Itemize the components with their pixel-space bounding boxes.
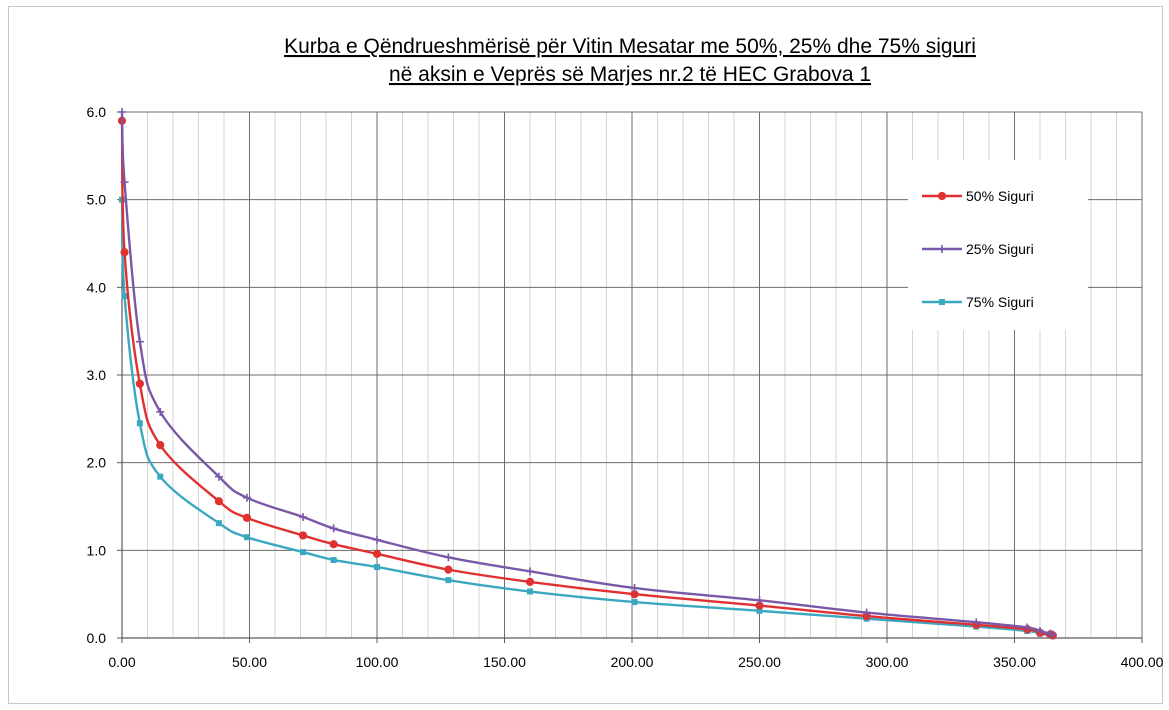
legend-marker <box>939 299 945 305</box>
x-tick-label: 200.00 <box>611 654 654 670</box>
series-25-siguri <box>118 108 1057 639</box>
y-tick-label: 5.0 <box>87 192 107 208</box>
data-point <box>374 563 380 570</box>
data-point <box>756 607 763 614</box>
data-point <box>214 497 223 506</box>
data-point <box>135 337 144 346</box>
data-point <box>242 493 251 502</box>
x-tick-label: 350.00 <box>993 654 1036 670</box>
legend-label: 75% Siguri <box>966 294 1034 310</box>
data-point <box>120 248 129 257</box>
data-point <box>120 178 129 187</box>
x-axis-tick-labels: 0.00 50.00 100.00 150.00 200.00 250.00 300.00 3… <box>108 654 1163 670</box>
major-gridlines <box>122 111 1143 638</box>
series-layer <box>117 108 1057 640</box>
data-point <box>444 565 453 574</box>
data-point <box>214 472 223 481</box>
chart-title-line-2: në aksin e Veprës së Marjes nr.2 të HEC … <box>389 63 871 86</box>
legend-item: 25% Siguri <box>922 241 1034 257</box>
y-axis-tick-labels: 0.0 1.0 2.0 3.0 4.0 5.0 6.0 <box>87 104 107 646</box>
x-tick-label: 150.00 <box>483 654 526 670</box>
data-point <box>215 520 222 527</box>
y-tick-label: 2.0 <box>87 455 107 471</box>
y-tick-label: 4.0 <box>87 279 107 295</box>
data-point <box>630 584 639 593</box>
legend-marker <box>937 191 947 201</box>
data-point <box>118 108 126 116</box>
data-point <box>329 524 338 533</box>
series-line <box>120 119 1054 637</box>
data-point <box>242 513 252 522</box>
legend-label: 25% Siguri <box>966 241 1034 257</box>
data-point <box>135 379 144 388</box>
data-point <box>373 535 381 544</box>
x-tick-label: 300.00 <box>866 654 909 670</box>
data-point <box>330 556 337 563</box>
legend: 50% Siguri 25% Siguri 75% Siguri <box>908 160 1088 330</box>
data-point <box>972 618 981 627</box>
data-point <box>526 567 534 576</box>
y-tick-label: 0.0 <box>87 630 107 646</box>
y-tick-label: 3.0 <box>87 367 107 383</box>
x-tick-label: 50.00 <box>232 654 267 670</box>
legend-label: 50% Siguri <box>966 188 1034 204</box>
data-point <box>445 577 452 584</box>
data-point <box>121 293 128 300</box>
data-point <box>525 577 535 586</box>
y-tick-label: 6.0 <box>87 104 107 120</box>
data-point <box>372 549 382 558</box>
data-point <box>862 608 871 617</box>
data-point <box>329 540 338 549</box>
data-point <box>243 534 250 541</box>
x-tick-label: 400.00 <box>1121 654 1164 670</box>
series-line <box>120 110 1054 636</box>
data-point <box>1036 626 1044 635</box>
legend-item: 50% Siguri <box>922 188 1034 204</box>
data-point <box>527 588 533 595</box>
data-point <box>755 596 764 605</box>
x-tick-label: 100.00 <box>356 654 399 670</box>
data-point <box>157 473 164 480</box>
data-point <box>299 513 308 522</box>
data-point <box>1048 630 1057 639</box>
data-point <box>1023 623 1032 632</box>
chart-title-line-1: Kurba e Qëndrueshmërisë për Vitin Mesata… <box>284 35 976 58</box>
data-point <box>156 407 165 416</box>
legend-marker <box>938 245 946 253</box>
data-point <box>300 549 307 556</box>
data-point <box>298 531 308 540</box>
x-tick-label: 0.00 <box>108 654 135 670</box>
series-line <box>120 198 1054 638</box>
data-point <box>136 420 143 427</box>
chart-title: Kurba e Qëndrueshmërisë për Vitin Mesata… <box>284 35 976 86</box>
y-tick-label: 1.0 <box>87 542 107 558</box>
legend-item: 75% Siguri <box>922 294 1034 310</box>
data-point <box>631 599 638 606</box>
data-point <box>156 441 165 450</box>
data-point <box>444 553 453 562</box>
x-tick-label: 250.00 <box>738 654 781 670</box>
